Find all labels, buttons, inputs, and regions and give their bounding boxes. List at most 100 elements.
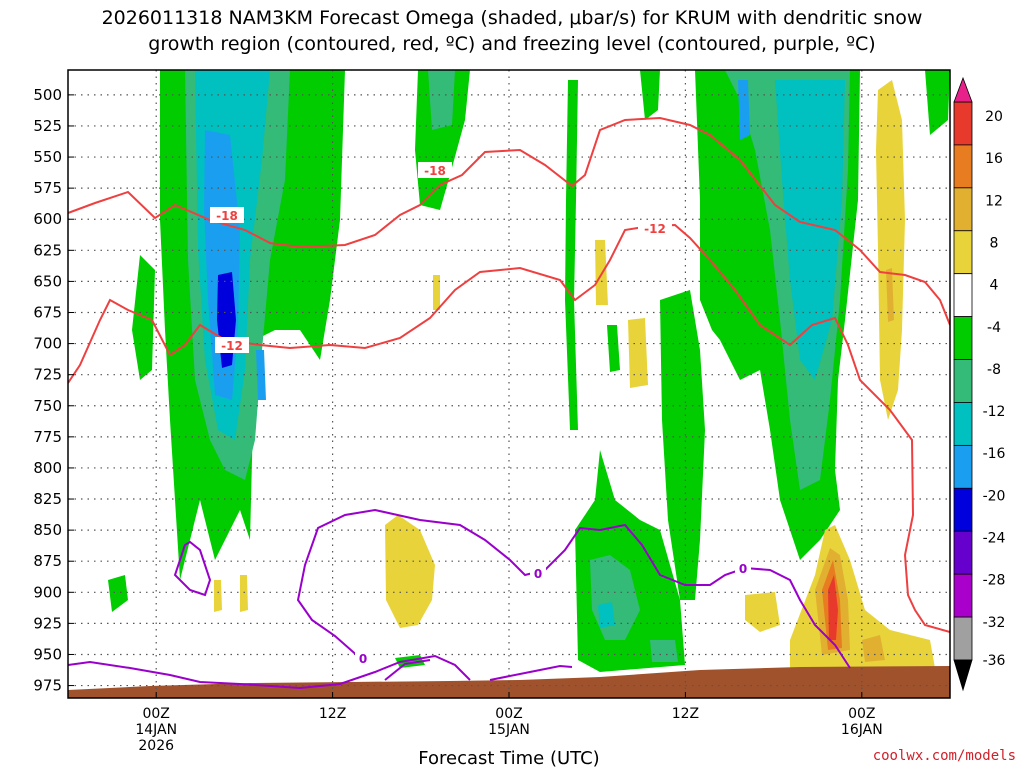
omega-region-left-blob [108,575,128,612]
freezing-contour-main [68,508,851,690]
colorbar-swatch [953,101,973,146]
y-tick-label: 750 [33,397,62,415]
y-tick-label: 875 [33,552,62,570]
y-tick-label: 550 [33,148,62,166]
x-tick-label: 00Z [142,706,169,722]
colorbar-swatch [953,444,973,489]
y-tick-label: 625 [33,241,62,259]
omega-core-left-blue-thin [256,350,266,400]
colorbar-top-arrow [953,76,973,103]
temp-label-2: -18 [216,209,238,223]
x-tick-label: 00Z [848,706,875,722]
temp-label-3: -12 [221,339,243,353]
y-tick-label: 575 [33,179,62,197]
y-tick-label: 725 [33,366,62,384]
colorbar-swatch [953,144,973,189]
colorbar-swatch [953,487,973,532]
freezing-contours [68,508,851,690]
colorbar-label: -20 [983,488,1006,504]
colorbar-bottom-arrow [953,659,973,692]
omega-pos-right-orange3 [862,635,885,662]
chart-title-line2: growth region (contoured, red, ºC) and f… [148,33,875,55]
temperature-contours [68,116,950,633]
omega-positive [214,80,935,668]
freezing-label-3: 0 [739,562,747,576]
omega-region-mid-small [607,325,620,372]
x-tick-label: 14JAN [135,722,177,738]
x-tick-label: 16JAN [841,722,883,738]
y-tick-label: 675 [33,303,62,321]
colorbar-label: 16 [985,151,1003,167]
colorbar-swatch [953,273,973,318]
temp-contour-minus18 [68,116,950,326]
colorbar-label: 4 [990,278,999,294]
temp-label-4: -12 [644,222,666,236]
y-tick-label: 800 [33,459,62,477]
omega-region-mid-column [565,80,578,430]
freezing-contour-left [173,540,212,597]
omega-pos-mid-left [385,515,435,628]
colorbar-swatch [953,187,973,232]
omega-region-right-column2 [660,290,705,600]
colorbar-label: -28 [983,573,1006,589]
colorbar: 20 16 12 8 4 -4 -8 -12 -16 -20 -24 -28 -32 -36 [953,76,1006,692]
freezing-label-2: 0 [359,652,367,666]
colorbar-swatch [953,530,973,575]
y-tick-label: 525 [33,117,62,135]
y-tick-label: 950 [33,645,62,663]
colorbar-label: -36 [983,653,1006,669]
x-tick-label: 15JAN [488,722,530,738]
colorbar-swatch [953,402,973,446]
y-tick-label: 850 [33,521,62,539]
y-tick-label: 900 [33,583,62,601]
colorbar-label: 20 [985,109,1003,125]
y-tick-label: 925 [33,614,62,632]
omega-core-lower-teal2 [650,640,678,662]
y-tick-label: 825 [33,490,62,508]
omega-core-upper-teal [428,70,455,130]
freezing-contour-bottom [489,664,573,681]
colorbar-swatch [953,316,973,360]
omega-pos-mid2 [628,318,648,388]
temp-label-1: -18 [424,164,446,178]
colorbar-label: -4 [987,320,1001,336]
y-tick-label: 700 [33,335,62,353]
omega-region-right-top [925,70,950,135]
omega-pos-small-a [214,580,222,612]
omega-pos-small-c [433,275,440,310]
colorbar-label: -16 [983,446,1006,462]
y-tick-label: 975 [33,677,62,695]
x-tick-label: 12Z [319,706,346,722]
omega-pos-right-blob [745,592,780,632]
colorbar-label: -12 [983,404,1006,420]
y-tick-label: 650 [33,272,62,290]
freezing-label-1: 0 [534,567,542,581]
y-tick-label: 500 [33,86,62,104]
y-tick-label: 775 [33,428,62,446]
omega-cores [185,70,850,662]
x-axis-label: Forecast Time (UTC) [418,748,599,768]
colorbar-swatch [953,616,973,661]
temp-contour-minus12 [68,223,950,633]
grid-lines [68,70,950,698]
colorbar-label: -24 [983,531,1006,547]
omega-pos-small-b [240,575,248,612]
colorbar-label: -32 [983,615,1006,631]
chart-title-line1: 2026011318 NAM3KM Forecast Omega (shaded… [102,7,923,29]
colorbar-label: -8 [987,362,1001,378]
colorbar-label: 8 [990,235,999,251]
contour-labels: -18 -18 -12 -12 0 0 0 [210,162,751,666]
x-tick-label: 12Z [672,706,699,722]
y-axis: 500 525 550 575 600 625 650 675 700 725 750 775 800 8… [33,86,74,695]
colorbar-swatch [953,573,973,618]
x-tick-label: 2026 [138,738,174,754]
colorbar-swatch [953,359,973,403]
x-tick-label: 00Z [495,706,522,722]
omega-region-upper-mid2 [640,70,660,120]
omega-core-right-blue-top [738,80,750,140]
y-tick-label: 600 [33,210,62,228]
omega-core-lower-cyan [598,602,615,628]
colorbar-label: 12 [985,193,1003,209]
